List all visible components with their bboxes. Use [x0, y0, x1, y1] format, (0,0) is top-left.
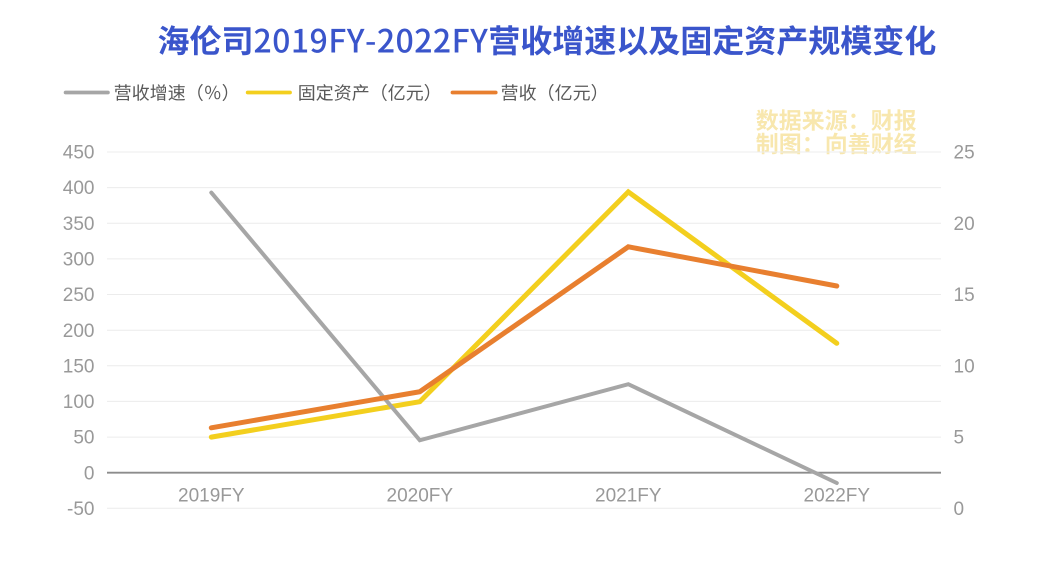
svg-text:25: 25: [954, 143, 975, 164]
svg-text:2021FY: 2021FY: [595, 486, 662, 507]
svg-text:2022FY: 2022FY: [804, 486, 871, 507]
svg-text:350: 350: [63, 214, 95, 235]
svg-text:0: 0: [84, 463, 95, 484]
svg-text:100: 100: [63, 392, 95, 413]
svg-text:10: 10: [954, 356, 975, 377]
svg-text:150: 150: [63, 356, 95, 377]
svg-text:200: 200: [63, 321, 95, 342]
svg-text:250: 250: [63, 285, 95, 306]
svg-text:5: 5: [954, 428, 965, 449]
svg-text:0: 0: [954, 499, 965, 520]
svg-text:450: 450: [63, 143, 95, 164]
svg-text:-50: -50: [67, 499, 94, 520]
svg-text:400: 400: [63, 178, 95, 199]
svg-text:20: 20: [954, 214, 975, 235]
svg-text:2020FY: 2020FY: [387, 486, 454, 507]
svg-text:300: 300: [63, 250, 95, 271]
svg-text:2019FY: 2019FY: [178, 486, 245, 507]
svg-text:50: 50: [73, 428, 94, 449]
svg-text:15: 15: [954, 285, 975, 306]
